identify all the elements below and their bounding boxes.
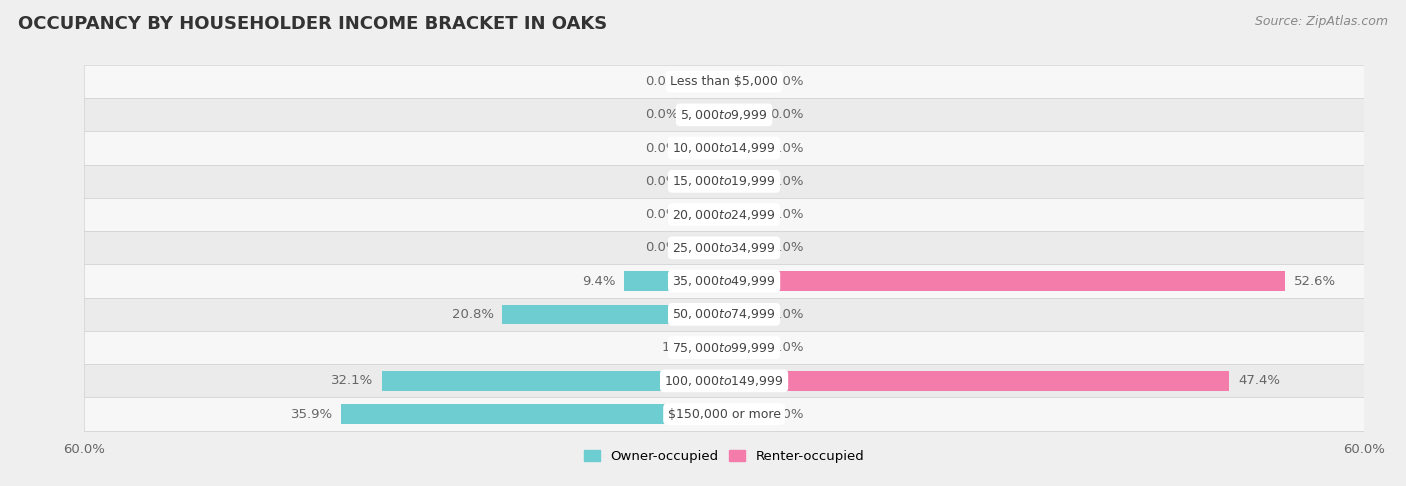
Bar [502, 305, 724, 324]
Text: $5,000 to $9,999: $5,000 to $9,999 [681, 108, 768, 122]
Text: 0.0%: 0.0% [645, 175, 678, 188]
Bar [724, 139, 762, 158]
Bar [724, 272, 1285, 291]
Bar [84, 264, 1364, 298]
Text: 0.0%: 0.0% [645, 208, 678, 221]
Text: 32.1%: 32.1% [330, 374, 374, 387]
Bar [724, 305, 762, 324]
Bar [84, 231, 1364, 264]
Text: 0.0%: 0.0% [770, 242, 803, 254]
Bar [84, 65, 1364, 98]
Text: 0.0%: 0.0% [770, 408, 803, 420]
Bar [724, 105, 762, 124]
Bar [84, 398, 1364, 431]
Bar [724, 238, 762, 258]
Text: $25,000 to $34,999: $25,000 to $34,999 [672, 241, 776, 255]
Bar [84, 198, 1364, 231]
Bar [84, 298, 1364, 331]
Text: 0.0%: 0.0% [770, 308, 803, 321]
Text: Source: ZipAtlas.com: Source: ZipAtlas.com [1254, 15, 1388, 28]
Text: 0.0%: 0.0% [770, 341, 803, 354]
Text: 9.4%: 9.4% [582, 275, 616, 288]
Bar [724, 338, 762, 357]
Bar [686, 172, 724, 191]
Text: 0.0%: 0.0% [645, 75, 678, 88]
Bar [724, 205, 762, 224]
Text: 1.9%: 1.9% [662, 341, 696, 354]
Bar [342, 404, 724, 424]
Text: $100,000 to $149,999: $100,000 to $149,999 [665, 374, 783, 388]
Bar [84, 132, 1364, 165]
Text: Less than $5,000: Less than $5,000 [671, 75, 778, 88]
Text: $150,000 or more: $150,000 or more [668, 408, 780, 420]
Text: OCCUPANCY BY HOUSEHOLDER INCOME BRACKET IN OAKS: OCCUPANCY BY HOUSEHOLDER INCOME BRACKET … [18, 15, 607, 33]
Legend: Owner-occupied, Renter-occupied: Owner-occupied, Renter-occupied [579, 445, 869, 469]
Text: $50,000 to $74,999: $50,000 to $74,999 [672, 307, 776, 321]
Text: 0.0%: 0.0% [770, 175, 803, 188]
Bar [686, 105, 724, 124]
Bar [686, 72, 724, 91]
Bar [84, 331, 1364, 364]
Text: $15,000 to $19,999: $15,000 to $19,999 [672, 174, 776, 189]
Text: 0.0%: 0.0% [645, 141, 678, 155]
Text: 20.8%: 20.8% [451, 308, 494, 321]
Text: 0.0%: 0.0% [770, 108, 803, 122]
Bar [84, 165, 1364, 198]
Text: $75,000 to $99,999: $75,000 to $99,999 [672, 341, 776, 355]
Bar [686, 238, 724, 258]
Text: 0.0%: 0.0% [770, 75, 803, 88]
Bar [724, 404, 762, 424]
Bar [724, 72, 762, 91]
Text: 0.0%: 0.0% [770, 208, 803, 221]
Text: 47.4%: 47.4% [1239, 374, 1279, 387]
Text: $20,000 to $24,999: $20,000 to $24,999 [672, 208, 776, 222]
Bar [382, 371, 724, 391]
Bar [724, 371, 1229, 391]
Text: 0.0%: 0.0% [645, 108, 678, 122]
Bar [624, 272, 724, 291]
Text: $35,000 to $49,999: $35,000 to $49,999 [672, 274, 776, 288]
Text: 0.0%: 0.0% [645, 242, 678, 254]
Bar [704, 338, 724, 357]
Text: $10,000 to $14,999: $10,000 to $14,999 [672, 141, 776, 155]
Bar [686, 205, 724, 224]
Bar [724, 172, 762, 191]
Text: 0.0%: 0.0% [770, 141, 803, 155]
Bar [84, 364, 1364, 398]
Text: 35.9%: 35.9% [291, 408, 333, 420]
Text: 52.6%: 52.6% [1294, 275, 1336, 288]
Bar [686, 139, 724, 158]
Bar [84, 98, 1364, 132]
